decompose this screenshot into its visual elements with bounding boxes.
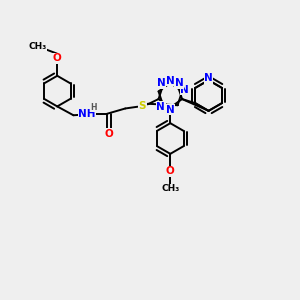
Text: N: N [166,105,175,115]
Text: H: H [91,103,97,112]
Text: O: O [166,167,175,176]
Text: N: N [166,76,175,86]
Text: N: N [175,79,184,88]
Text: N: N [157,79,166,88]
Text: O: O [53,53,62,63]
Text: CH₃: CH₃ [28,42,46,51]
Text: N: N [180,85,189,95]
Text: CH₃: CH₃ [161,184,179,193]
Text: O: O [104,129,113,139]
Text: NH: NH [78,109,96,119]
Text: N: N [156,102,165,112]
Text: N: N [204,73,213,83]
Text: S: S [139,100,146,110]
